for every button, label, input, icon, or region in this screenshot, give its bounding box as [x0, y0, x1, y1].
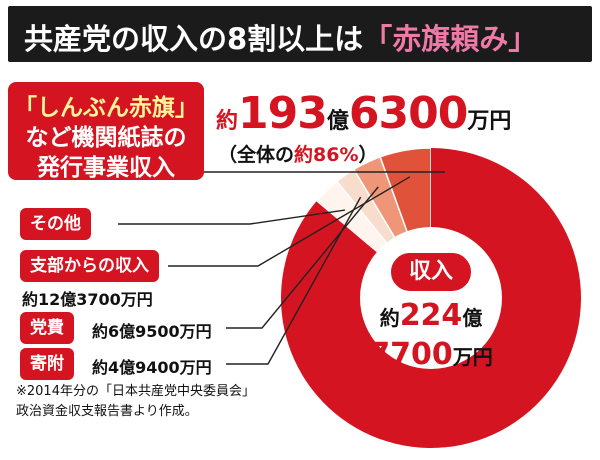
chart-title: 共産党の収入の8割以上は「赤旗頼み」	[24, 22, 538, 56]
leader-donation	[226, 196, 362, 365]
title-bar: 共産党の収入の8割以上は「赤旗頼み」	[8, 6, 592, 62]
legend-branch-amount: 約12億3700万円	[22, 290, 153, 309]
source-note-line-2: 政治資金収支報告書より作成。	[16, 404, 198, 419]
main-source-line-1: 「しんぶん赤旗」	[14, 95, 198, 121]
main-amount: 約193億6300万円	[216, 88, 511, 139]
chart-title-accent: 「赤旗頼み」	[363, 22, 538, 56]
legend-dues-amount: 約6億9500万円	[92, 322, 212, 341]
leader-other	[118, 209, 346, 225]
main-source-box: 「しんぶん赤旗」 など機関紙誌の 発行事業収入	[8, 82, 204, 181]
source-note-line-1: ※2014年分の「日本共産党中央委員会」	[16, 384, 255, 399]
share-value: 約86%	[294, 144, 359, 166]
total-badge: 収入	[387, 250, 474, 294]
main-amount-oku: 193	[238, 88, 328, 139]
source-note: ※2014年分の「日本共産党中央委員会」 政治資金収支報告書より作成。	[16, 382, 255, 422]
legend-dues: 党費	[20, 312, 74, 344]
main-source-line-2: など機関紙誌の	[25, 125, 187, 151]
total-line-2: 7700万円	[369, 337, 493, 372]
main-amount-man-unit: 万円	[467, 109, 512, 134]
legend-branch: 支部からの収入	[20, 250, 159, 282]
main-amount-oku-unit: 億	[326, 109, 349, 134]
main-amount-man: 6300	[348, 88, 468, 139]
total-line-1: 約224億	[379, 298, 483, 333]
legend-donation-amount: 約4億9400万円	[92, 358, 212, 377]
legend-donation: 寄附	[20, 348, 74, 380]
share-note: （全体の約86%）	[218, 144, 378, 166]
leader-branch	[168, 176, 411, 267]
main-amount-prefix: 約	[216, 109, 239, 134]
main-source-line-3: 発行事業収入	[37, 155, 175, 181]
legend-other: その他	[20, 208, 91, 240]
total-label: 収入 約224億 7700万円	[364, 250, 498, 372]
